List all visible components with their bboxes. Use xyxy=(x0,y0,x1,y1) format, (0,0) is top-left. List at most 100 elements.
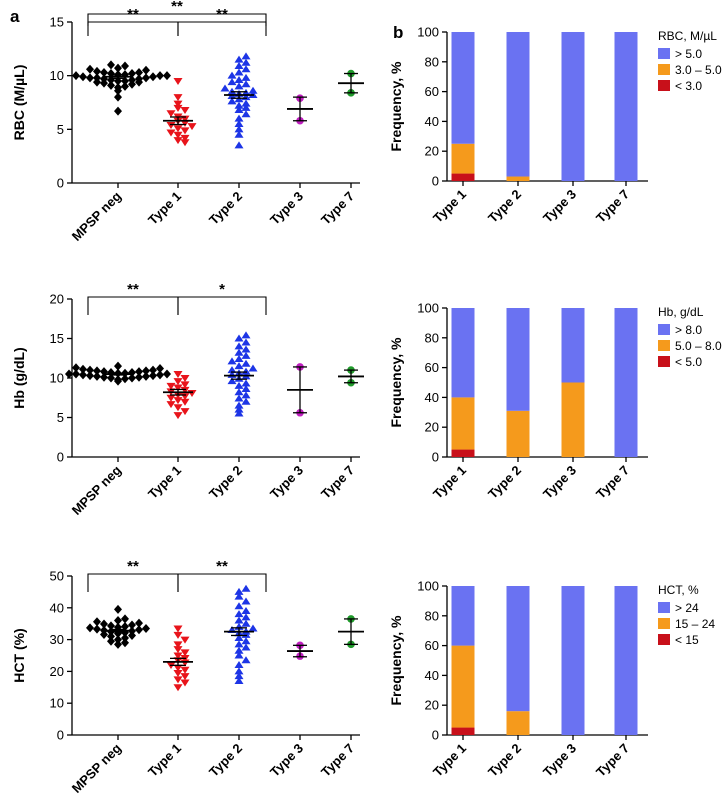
y-tick-label: 15 xyxy=(50,331,64,346)
x-tick-label: Type 3 xyxy=(267,741,306,780)
data-point xyxy=(241,345,251,353)
data-point xyxy=(163,71,171,81)
data-point xyxy=(234,381,244,389)
data-point xyxy=(93,617,101,627)
data-point xyxy=(180,375,190,382)
y-tick-label: 80 xyxy=(425,330,439,345)
data-point xyxy=(156,364,164,374)
data-point xyxy=(241,73,251,81)
data-point xyxy=(234,75,244,83)
bar-segment xyxy=(451,32,475,144)
data-point xyxy=(128,69,136,79)
legend-swatch xyxy=(658,340,670,351)
data-point xyxy=(142,371,150,381)
data-point xyxy=(187,123,197,131)
legend-swatch xyxy=(658,324,670,335)
data-point xyxy=(234,348,244,356)
data-point xyxy=(79,370,87,380)
stacked-bar-chart-1: 0 20 40 60 80 100 Frequency, % Type 1 Type 2 Type… xyxy=(388,25,722,226)
group-mpsp-neg xyxy=(86,604,150,649)
data-point xyxy=(149,365,157,375)
y-tick-label: 80 xyxy=(425,54,439,69)
data-point xyxy=(166,382,176,390)
stacked-bar-chart-3: 0 20 40 60 80 100 Frequency, % Type 1 Type 2 Type… xyxy=(388,579,715,780)
significance-label: ** xyxy=(171,0,183,15)
data-point xyxy=(121,614,129,624)
data-point xyxy=(121,61,129,71)
data-point xyxy=(114,635,122,645)
bar-segment xyxy=(561,382,585,457)
y-tick-label: 20 xyxy=(425,698,439,713)
legend-title: Hb, g/dL xyxy=(658,305,704,319)
data-point xyxy=(166,129,176,137)
significance-label: * xyxy=(219,281,225,298)
y-axis-label: RBC (M/µL) xyxy=(11,65,27,141)
x-tick-label: MPSP neg xyxy=(69,188,124,243)
x-tick-label: Type 2 xyxy=(206,189,245,228)
data-point xyxy=(234,388,244,396)
data-point xyxy=(173,412,183,420)
y-tick-label: 10 xyxy=(50,696,64,711)
y-axis-label: Hb (g/dL) xyxy=(11,347,27,408)
bar-segment xyxy=(506,308,530,411)
data-point xyxy=(248,364,258,372)
data-point xyxy=(86,623,94,633)
data-point xyxy=(180,107,190,115)
scatter-chart-2: 0 5 10 15 20 Hb (g/dL) MPSP neg Type 1 Type 2 Typ… xyxy=(11,281,364,518)
data-point xyxy=(128,620,136,630)
data-point xyxy=(93,624,101,634)
data-point xyxy=(72,363,80,373)
data-point xyxy=(234,409,244,417)
legend-label: < 5.0 xyxy=(675,355,702,369)
data-point xyxy=(173,104,183,112)
data-point xyxy=(180,139,190,147)
data-point xyxy=(234,640,244,648)
data-point xyxy=(86,365,94,375)
data-point xyxy=(220,84,230,92)
bar-segment xyxy=(614,308,638,457)
data-point xyxy=(241,338,251,346)
data-point xyxy=(173,664,183,672)
data-point xyxy=(86,73,94,83)
y-tick-label: 10 xyxy=(50,371,64,386)
x-tick-label: Type 7 xyxy=(318,189,357,228)
data-point xyxy=(241,397,251,405)
data-point xyxy=(173,137,183,145)
data-point xyxy=(156,370,164,380)
data-point xyxy=(135,625,143,635)
data-point xyxy=(241,65,251,73)
group-type-7 xyxy=(338,615,364,649)
data-point xyxy=(72,369,80,379)
significance-bracket xyxy=(177,296,267,315)
legend-title: HCT, % xyxy=(658,583,699,597)
x-tick-label: Type 7 xyxy=(593,741,632,780)
data-point xyxy=(65,369,73,379)
y-tick-label: 100 xyxy=(417,25,439,40)
y-tick-label: 5 xyxy=(57,410,64,425)
y-tick-label: 20 xyxy=(50,664,64,679)
x-tick-label: Type 2 xyxy=(206,463,245,502)
y-tick-label: 100 xyxy=(417,301,439,316)
data-point xyxy=(241,367,251,375)
x-tick-label: Type 2 xyxy=(485,463,524,502)
data-point xyxy=(166,122,176,130)
data-point xyxy=(173,378,183,386)
data-point xyxy=(107,631,115,641)
data-point xyxy=(180,408,190,416)
data-point xyxy=(241,331,251,339)
data-point xyxy=(173,669,183,677)
group-type-2 xyxy=(224,331,258,417)
x-tick-label: Type 1 xyxy=(145,463,184,502)
significance-bracket xyxy=(177,21,267,36)
x-tick-label: Type 2 xyxy=(485,741,524,780)
data-point xyxy=(128,373,136,383)
y-tick-label: 15 xyxy=(50,15,64,30)
data-point xyxy=(121,633,129,643)
data-point xyxy=(79,364,87,374)
data-point xyxy=(234,661,244,669)
y-tick-label: 20 xyxy=(50,292,64,307)
y-axis-label: Frequency, % xyxy=(388,61,404,152)
y-tick-label: 20 xyxy=(425,144,439,159)
data-point xyxy=(180,673,190,681)
y-axis-label: HCT (%) xyxy=(11,628,27,682)
